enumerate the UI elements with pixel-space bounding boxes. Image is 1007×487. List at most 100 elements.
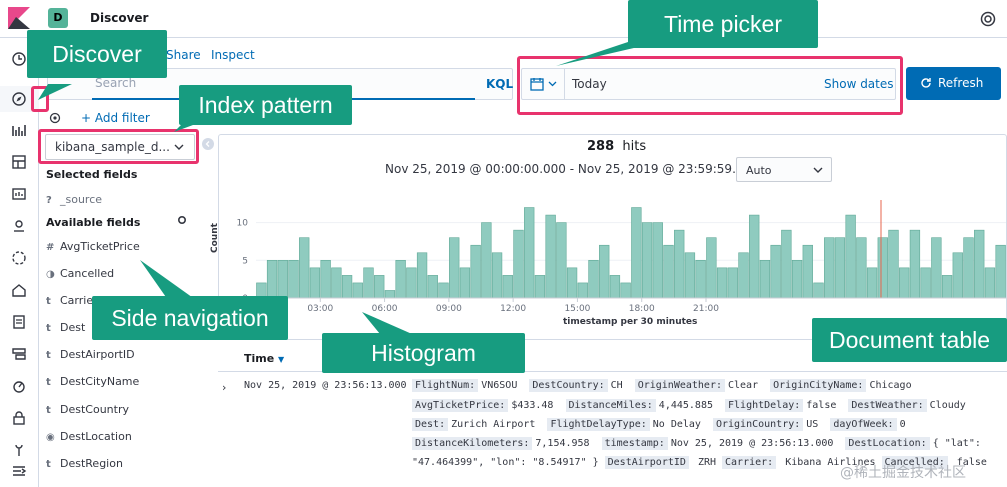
time-picker-callout: Time picker [628,0,818,48]
dev-tools-icon[interactable] [11,442,27,458]
x-tick-label: 03:00 [307,304,333,312]
gear-icon[interactable] [177,215,187,225]
maps-icon[interactable] [11,218,27,234]
logs-icon[interactable] [11,314,27,330]
index-pattern-selector[interactable]: kibana_sample_d... [45,134,195,160]
time-range-value[interactable]: Today [572,77,607,91]
doc-value: 7,154.958 [535,438,590,449]
refresh-button[interactable]: Refresh [906,67,1001,100]
x-axis-label: timestamp per 30 minutes [563,317,698,327]
doc-value: US [806,419,819,430]
share-link[interactable]: Share [166,48,201,62]
interval-select[interactable]: Auto [736,157,832,182]
collapse-sidebar-button[interactable] [202,138,214,150]
field-item[interactable]: t DestRegion [46,457,123,471]
refresh-label: Refresh [938,76,984,90]
index-pattern-label: kibana_sample_d... [55,140,170,154]
top-header [0,0,1007,38]
doc-key: OriginWeather: [634,379,725,392]
side-navigation-callout: Side navigation [92,296,288,340]
field-type-icon: ◑ [46,269,55,280]
time-picker-highlight [517,56,903,115]
x-tick-label: 06:00 [372,304,398,312]
field-type-icon: t [46,350,51,361]
search-input[interactable]: Search [95,76,137,90]
doc-value: 0 [899,419,906,430]
time-picker[interactable] [521,68,896,100]
doc-key: DestLocation: [845,437,930,450]
document-line: "47.464399", "lon": "8.54917" } DestAirpo… [412,456,993,471]
sort-down-icon[interactable]: ▼ [278,355,285,364]
y-tick-label: 5 [242,256,248,266]
discover-callout: Discover [27,30,167,78]
ml-icon[interactable] [11,250,27,266]
selected-fields-title: Selected fields [46,168,138,181]
field-type-icon: t [46,405,51,416]
canvas-icon[interactable] [11,186,27,202]
doc-key: DestAirportID [604,456,689,469]
doc-key: FlightDelay: [725,399,804,412]
doc-key: DestWeather: [848,399,927,412]
uptime-icon[interactable] [11,378,27,394]
field-item[interactable]: t Dest [46,321,85,335]
time-header-label: Time [244,352,275,365]
doc-key: timestamp: [601,437,668,450]
doc-key: Dest: [412,418,449,431]
chevron-down-icon [174,144,184,150]
field-type-icon: t [46,377,51,388]
field-item[interactable]: ? _source [46,193,102,207]
hits-number: 288 [587,139,615,154]
field-item[interactable]: ◑ Cancelled [46,267,114,281]
chevron-down-icon [813,167,823,173]
field-item[interactable]: t DestCityName [46,375,139,389]
doc-key: OriginCountry: [712,418,804,431]
x-tick-label: 18:00 [629,304,655,312]
hits-count: 288 hits [587,139,646,154]
time-column-header[interactable]: Time ▼ [244,352,284,365]
show-dates-link[interactable]: Show dates [824,77,894,91]
document-line: AvgTicketPrice: $433.48 DistanceMiles: 4,4… [412,399,972,414]
field-item[interactable]: t DestAirportID [46,348,135,362]
compass-icon[interactable] [11,91,27,107]
field-name: _source [60,193,103,206]
doc-value: Chicago [869,380,912,391]
field-name: Cancelled [60,267,115,280]
field-type-icon: ◉ [46,432,55,443]
available-fields-title: Available fields [46,216,141,229]
infra-icon[interactable] [11,282,27,298]
doc-value: false [806,400,837,411]
inspect-link[interactable]: Inspect [211,48,255,62]
time-range-text: Nov 25, 2019 @ 00:00:00.000 - Nov 25, 20… [385,162,775,176]
doc-key: dayOfWeek: [830,418,897,431]
table-divider [218,371,1007,372]
add-filter-link[interactable]: + Add filter [81,111,150,125]
doc-value: $433.48 [511,400,554,411]
watermark: @稀土掘金技术社区 [840,465,966,481]
doc-value: Kibana Airlines [785,457,876,468]
kql-toggle[interactable]: KQL [486,77,514,91]
siem-icon[interactable] [11,410,27,426]
collapse-nav-icon[interactable] [11,463,27,479]
field-type-icon: t [46,296,51,307]
clock-icon[interactable] [11,51,27,67]
field-item[interactable]: t Carrier [46,294,98,308]
apm-icon[interactable] [11,346,27,362]
x-tick-label: 12:00 [500,304,526,312]
expand-row-icon[interactable]: › [222,381,227,394]
x-tick-label: 09:00 [436,304,462,312]
gear-icon[interactable] [48,111,62,125]
visualize-icon[interactable] [11,122,27,138]
help-icon[interactable] [980,11,996,27]
quick-menu-button[interactable] [521,68,565,100]
field-item[interactable]: # AvgTicketPrice [46,240,140,254]
doc-key: Carrier: [722,456,777,469]
refresh-icon [921,78,931,88]
space-avatar[interactable]: D [48,8,68,28]
dashboard-icon[interactable] [11,154,27,170]
doc-value: 4,445.885 [658,400,713,411]
doc-value: ZRH [697,457,717,468]
field-item[interactable]: t DestCountry [46,403,129,417]
kibana-logo-icon[interactable] [8,7,30,29]
field-item[interactable]: ◉ DestLocation [46,430,132,444]
